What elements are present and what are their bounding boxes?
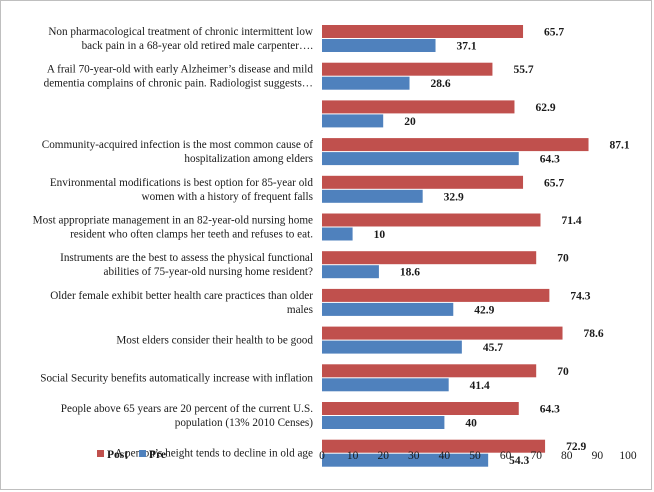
bar-pre-10 bbox=[322, 378, 449, 392]
x-tick-label-90: 90 bbox=[592, 450, 604, 462]
bar-pre-9 bbox=[322, 340, 462, 354]
bar-pre-6 bbox=[322, 227, 353, 241]
value-label-pre-7: 18.6 bbox=[400, 267, 420, 279]
value-label-pre-4: 64.3 bbox=[540, 154, 560, 166]
bar-post-5 bbox=[322, 175, 524, 189]
bar-pre-7 bbox=[322, 265, 379, 279]
value-label-post-7: 70 bbox=[557, 253, 569, 265]
legend-label-pre: Pre bbox=[149, 449, 166, 461]
value-label-pre-5: 32.9 bbox=[444, 191, 464, 203]
x-tick-label-30: 30 bbox=[408, 450, 420, 462]
value-label-post-8: 74.3 bbox=[570, 290, 590, 302]
bar-post-4 bbox=[322, 138, 589, 152]
value-label-post-5: 65.7 bbox=[544, 177, 564, 189]
value-label-post-10: 70 bbox=[557, 366, 569, 378]
x-tick-label-40: 40 bbox=[439, 450, 451, 462]
bar-post-7 bbox=[322, 251, 537, 265]
bar-pre-1 bbox=[322, 39, 436, 52]
value-label-pre-8: 42.9 bbox=[474, 304, 494, 316]
category-label-8-line-1: Older female exhibit better health care … bbox=[50, 290, 313, 302]
category-label-1-line-1: Non pharmacological treatment of chronic… bbox=[48, 26, 314, 38]
value-label-pre-10: 41.4 bbox=[470, 380, 490, 392]
category-label-2-line-1: A frail 70-year-old with early Alzheimer… bbox=[47, 64, 314, 76]
bar-post-10 bbox=[322, 364, 537, 378]
legend-swatch-pre bbox=[139, 450, 146, 457]
category-label-2-line-2: dementia complains of chronic pain. Radi… bbox=[44, 78, 313, 90]
x-tick-label-80: 80 bbox=[561, 450, 573, 462]
bar-pre-4 bbox=[322, 152, 519, 166]
bar-post-9 bbox=[322, 326, 563, 340]
value-label-pre-9: 45.7 bbox=[483, 342, 503, 354]
x-tick-label-60: 60 bbox=[500, 450, 512, 462]
value-label-post-6: 71.4 bbox=[561, 215, 581, 227]
x-tick-label-70: 70 bbox=[530, 450, 542, 462]
category-label-5-line-1: Environmental modifications is best opti… bbox=[50, 177, 314, 189]
category-label-8-line-2: males bbox=[287, 304, 313, 316]
category-label-4-line-2: hospitalization among elders bbox=[184, 153, 313, 165]
value-label-pre-11: 40 bbox=[465, 418, 477, 430]
bar-post-1 bbox=[322, 25, 524, 38]
category-label-1-line-2: back pain in a 68-year old retired male … bbox=[82, 40, 314, 52]
category-label-5-line-2: women with a history of frequent falls bbox=[142, 191, 314, 203]
value-label-post-11: 64.3 bbox=[540, 404, 560, 416]
category-label-6-line-2: resident who often clamps her teeth and … bbox=[70, 229, 313, 241]
value-label-pre-2: 28.6 bbox=[431, 78, 451, 90]
value-label-pre-6: 10 bbox=[374, 229, 386, 241]
legend-label-post: Post bbox=[107, 449, 128, 461]
category-label-10-line-1: Social Security benefits automatically i… bbox=[40, 372, 313, 384]
bar-pre-3 bbox=[322, 114, 384, 128]
category-label-9-line-1: Most elders consider their health to be … bbox=[116, 335, 313, 347]
bar-post-12 bbox=[322, 439, 546, 453]
value-label-post-3: 62.9 bbox=[535, 102, 555, 114]
bar-pre-2 bbox=[322, 76, 410, 90]
category-label-11-line-1: People above 65 years are 20 percent of … bbox=[61, 403, 313, 415]
x-tick-label-10: 10 bbox=[347, 450, 359, 462]
bar-pre-8 bbox=[322, 302, 454, 316]
bar-pre-11 bbox=[322, 416, 445, 429]
bar-post-8 bbox=[322, 288, 550, 302]
category-label-11-line-2: population (13% 2010 Censes) bbox=[175, 417, 314, 429]
bar-pre-5 bbox=[322, 189, 423, 203]
value-label-post-2: 55.7 bbox=[513, 64, 533, 76]
value-label-pre-12: 54.3 bbox=[509, 455, 529, 467]
legend-swatch-post bbox=[97, 450, 104, 457]
bar-post-11 bbox=[322, 402, 519, 415]
bar-post-2 bbox=[322, 62, 493, 76]
value-label-pre-1: 37.1 bbox=[457, 41, 477, 53]
category-label-7-line-1: Instruments are the best to assess the p… bbox=[60, 252, 313, 264]
category-label-12-line-1: A person’s height tends to decline in ol… bbox=[115, 448, 313, 460]
bar-post-3 bbox=[322, 100, 515, 114]
value-label-post-9: 78.6 bbox=[584, 328, 604, 340]
bar-post-6 bbox=[322, 213, 541, 227]
bar-pre-12 bbox=[322, 453, 489, 467]
x-tick-label-0: 0 bbox=[319, 450, 325, 462]
category-label-4-line-1: Community-acquired infection is the most… bbox=[42, 139, 314, 151]
x-tick-label-100: 100 bbox=[619, 450, 637, 462]
x-tick-label-20: 20 bbox=[377, 450, 389, 462]
category-label-7-line-2: abilities of 75-year-old nursing home re… bbox=[104, 266, 314, 278]
value-label-post-1: 65.7 bbox=[544, 27, 564, 39]
category-label-6-line-1: Most appropriate management in an 82-yea… bbox=[33, 215, 313, 227]
value-label-post-4: 87.1 bbox=[610, 140, 630, 152]
value-label-pre-3: 20 bbox=[404, 116, 416, 128]
value-label-post-12: 72.9 bbox=[566, 441, 586, 453]
x-tick-label-50: 50 bbox=[469, 450, 481, 462]
